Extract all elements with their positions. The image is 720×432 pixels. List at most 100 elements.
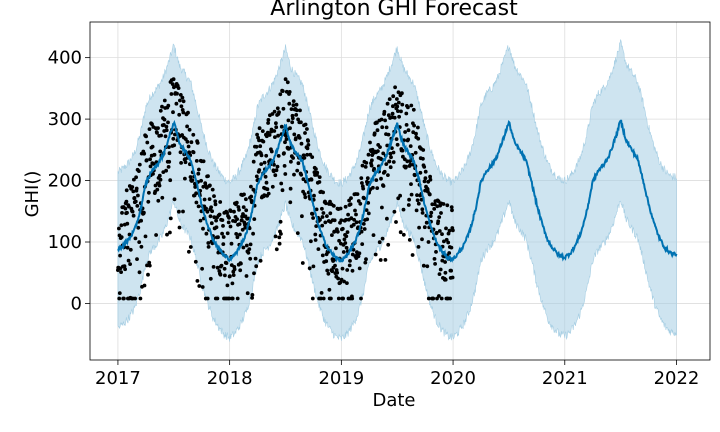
observed-point	[124, 188, 129, 193]
observed-point	[434, 250, 438, 254]
observed-point	[334, 246, 338, 251]
observed-point	[204, 231, 209, 236]
observed-point	[207, 197, 212, 202]
observed-point	[447, 251, 452, 255]
observed-point	[211, 265, 216, 269]
observed-point	[248, 256, 253, 261]
observed-point	[299, 172, 304, 177]
observed-point	[276, 133, 280, 138]
observed-point	[341, 296, 345, 301]
observed-point	[253, 256, 258, 261]
observed-point	[204, 206, 209, 211]
observed-point	[117, 291, 122, 295]
observed-point	[190, 178, 195, 183]
observed-point	[219, 263, 224, 268]
observed-point	[266, 191, 271, 196]
observed-point	[406, 203, 411, 207]
observed-point	[162, 98, 167, 103]
observed-point	[252, 271, 256, 276]
x-tick-label: 2018	[207, 368, 253, 389]
observed-point	[320, 253, 325, 258]
observed-point	[272, 162, 276, 167]
observed-point	[364, 161, 369, 165]
y-tick-label: 300	[48, 109, 82, 130]
observed-point	[344, 245, 349, 250]
observed-point	[206, 241, 211, 245]
observed-point	[176, 86, 181, 90]
observed-point	[155, 131, 159, 135]
observed-point	[313, 238, 318, 242]
observed-point	[364, 257, 368, 262]
observed-point	[320, 223, 325, 228]
observed-point	[286, 118, 291, 123]
observed-point	[123, 206, 128, 211]
observed-point	[294, 136, 298, 141]
observed-point	[371, 233, 376, 238]
observed-point	[396, 109, 400, 113]
observed-point	[166, 165, 171, 169]
observed-point	[157, 173, 162, 178]
observed-point	[437, 294, 441, 298]
observed-point	[397, 114, 401, 119]
observed-point	[221, 235, 226, 239]
observed-point	[196, 204, 201, 209]
observed-point	[388, 151, 393, 156]
observed-point	[362, 227, 367, 231]
observed-point	[296, 117, 300, 122]
x-tick-label: 2020	[430, 368, 476, 389]
observed-point	[402, 138, 406, 143]
observed-point	[405, 159, 410, 164]
observed-point	[239, 261, 243, 266]
observed-point	[306, 143, 311, 147]
observed-point	[139, 244, 144, 249]
observed-point	[136, 225, 141, 230]
observed-point	[237, 222, 242, 227]
observed-point	[443, 277, 448, 282]
observed-point	[332, 229, 337, 234]
observed-point	[311, 216, 315, 220]
observed-point	[409, 192, 414, 197]
observed-point	[363, 165, 368, 169]
forecast-line-path	[117, 119, 678, 263]
observed-point	[180, 95, 185, 100]
observed-point	[406, 137, 411, 142]
observed-point	[158, 108, 163, 113]
observed-point	[228, 209, 233, 214]
observed-point	[287, 101, 292, 106]
observed-point	[432, 207, 437, 211]
observed-point	[275, 106, 280, 111]
observed-point	[295, 231, 300, 236]
observed-point	[449, 205, 454, 210]
observed-point	[206, 174, 210, 179]
observed-point	[247, 226, 252, 231]
observed-point	[394, 220, 398, 224]
observed-point	[156, 198, 161, 203]
observed-point	[285, 80, 290, 85]
observed-point	[354, 220, 359, 225]
y-axis-title: GHI()	[22, 171, 43, 218]
observed-point	[337, 238, 341, 243]
observed-point	[386, 242, 391, 247]
observed-point	[351, 222, 356, 227]
observed-point	[416, 201, 421, 206]
observed-point	[275, 164, 280, 169]
observed-point	[379, 176, 383, 181]
observed-point	[291, 156, 295, 160]
observed-point	[244, 208, 249, 213]
observed-point	[385, 101, 390, 106]
observed-point	[416, 136, 421, 141]
observed-point	[137, 162, 142, 167]
observed-point	[191, 150, 196, 155]
observed-point	[392, 115, 397, 120]
observed-point	[448, 296, 452, 301]
observed-point	[218, 272, 223, 277]
observed-point	[381, 184, 386, 188]
observed-point	[302, 156, 307, 160]
observed-point	[375, 186, 380, 191]
observed-point	[125, 245, 130, 250]
observed-point	[164, 168, 169, 173]
observed-point	[188, 175, 193, 179]
observed-point	[398, 230, 403, 235]
observed-point	[125, 221, 130, 226]
